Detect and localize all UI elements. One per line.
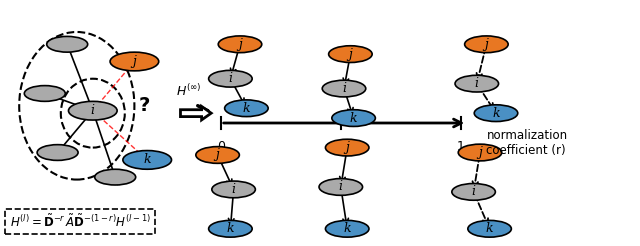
Text: k: k (492, 107, 500, 120)
Circle shape (468, 220, 511, 237)
Text: i: i (91, 104, 95, 117)
Text: 0: 0 (217, 140, 225, 153)
Circle shape (326, 139, 369, 156)
Circle shape (218, 36, 262, 53)
Text: j: j (345, 141, 349, 154)
Text: j: j (132, 55, 136, 68)
Circle shape (68, 101, 117, 120)
Text: k: k (143, 154, 151, 166)
Text: i: i (475, 77, 479, 90)
Circle shape (37, 145, 78, 160)
Text: i: i (228, 72, 232, 85)
FancyArrow shape (180, 106, 211, 120)
Text: ?: ? (138, 96, 150, 115)
Text: k: k (486, 222, 493, 235)
Circle shape (24, 86, 65, 101)
Circle shape (458, 144, 502, 161)
Text: $H^{(l)} = \tilde{\mathbf{D}}^{-r}\,\tilde{A}\tilde{\mathbf{D}}^{-(1-r)}H^{(l-1): $H^{(l)} = \tilde{\mathbf{D}}^{-r}\,\til… (10, 213, 150, 230)
Circle shape (474, 105, 518, 122)
Circle shape (319, 179, 362, 195)
Circle shape (329, 46, 372, 62)
Text: j: j (478, 146, 482, 159)
Circle shape (110, 52, 159, 71)
Circle shape (47, 36, 88, 52)
Circle shape (332, 110, 376, 126)
Circle shape (455, 75, 499, 92)
Circle shape (95, 169, 136, 185)
Text: k: k (227, 222, 234, 235)
Circle shape (209, 70, 252, 87)
Text: i: i (472, 185, 476, 198)
Circle shape (326, 220, 369, 237)
Text: i: i (339, 181, 343, 193)
Circle shape (465, 36, 508, 53)
Text: j: j (484, 38, 488, 51)
Circle shape (225, 100, 268, 117)
Text: normalization
coefficient (r): normalization coefficient (r) (486, 129, 568, 157)
Text: 1: 1 (457, 140, 465, 153)
Circle shape (323, 80, 366, 97)
Text: j: j (348, 48, 353, 61)
Text: i: i (232, 183, 236, 196)
Text: $H^{(\infty)}$: $H^{(\infty)}$ (176, 83, 202, 99)
Circle shape (212, 181, 255, 198)
Text: 0.5: 0.5 (331, 140, 351, 153)
Text: k: k (350, 112, 357, 124)
Circle shape (209, 220, 252, 237)
Text: j: j (216, 149, 220, 161)
Circle shape (123, 151, 172, 169)
Text: k: k (344, 222, 351, 235)
Circle shape (196, 147, 239, 163)
Text: i: i (342, 82, 346, 95)
Text: k: k (243, 102, 250, 115)
Circle shape (452, 184, 495, 200)
Text: j: j (238, 38, 242, 51)
